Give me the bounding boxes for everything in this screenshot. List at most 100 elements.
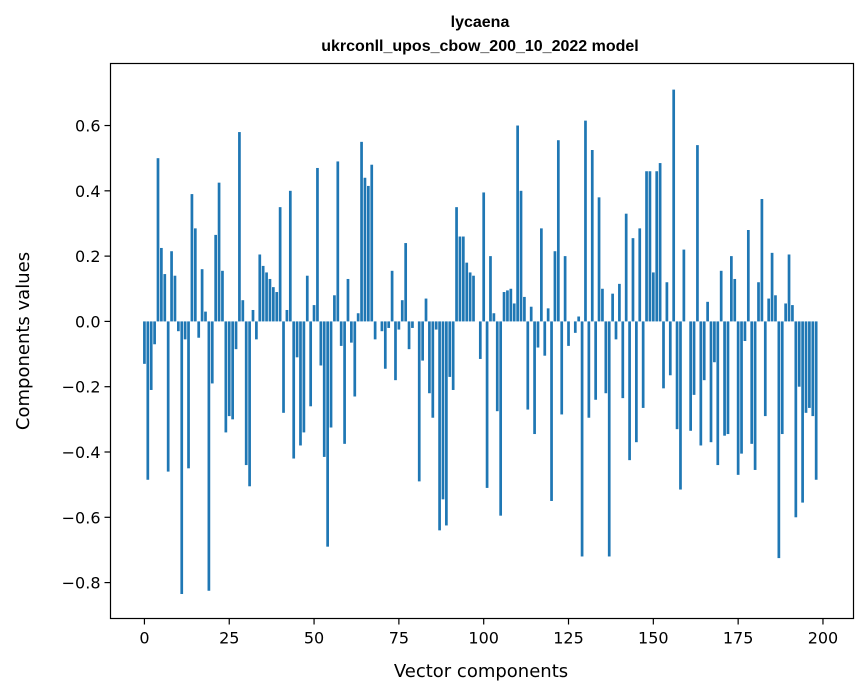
x-tick-label: 50 xyxy=(304,629,324,648)
bar-50 xyxy=(313,305,316,321)
bar-107 xyxy=(506,290,509,321)
bar-124 xyxy=(564,256,567,321)
bar-140 xyxy=(618,284,621,322)
bar-153 xyxy=(662,321,665,388)
bar-2 xyxy=(150,321,153,390)
x-tick-label: 125 xyxy=(553,629,584,648)
bar-23 xyxy=(221,271,224,322)
bar-15 xyxy=(194,228,197,321)
bar-196 xyxy=(808,321,811,408)
bar-166 xyxy=(706,302,709,322)
bar-37 xyxy=(269,279,272,321)
bar-184 xyxy=(767,299,770,322)
bar-12 xyxy=(184,321,187,339)
bar-58 xyxy=(340,321,343,345)
bar-52 xyxy=(319,321,322,365)
x-tick-label: 200 xyxy=(808,629,839,648)
bar-138 xyxy=(611,294,614,322)
y-tick-label: 0.4 xyxy=(75,182,100,201)
bar-120 xyxy=(550,321,553,501)
bar-148 xyxy=(645,171,648,321)
bar-77 xyxy=(404,243,407,321)
bar-33 xyxy=(255,321,258,339)
bar-147 xyxy=(642,321,645,408)
bar-26 xyxy=(231,321,234,419)
bar-167 xyxy=(710,321,713,442)
bar-57 xyxy=(336,161,339,321)
bar-43 xyxy=(289,191,292,322)
bar-157 xyxy=(676,321,679,429)
bar-170 xyxy=(720,271,723,322)
bar-94 xyxy=(462,237,465,322)
bar-108 xyxy=(509,289,512,322)
bar-78 xyxy=(408,321,411,349)
bar-10 xyxy=(177,321,180,331)
bar-105 xyxy=(499,321,502,515)
bar-134 xyxy=(598,197,601,321)
bar-17 xyxy=(201,269,204,321)
bar-122 xyxy=(557,140,560,321)
bar-55 xyxy=(330,321,333,427)
bar-45 xyxy=(296,321,299,357)
bar-38 xyxy=(272,287,275,321)
bar-13 xyxy=(187,321,190,468)
bar-162 xyxy=(693,321,696,394)
bar-104 xyxy=(496,321,499,411)
y-tick-label: 0.6 xyxy=(75,117,100,136)
bar-158 xyxy=(679,321,682,489)
bar-188 xyxy=(781,321,784,434)
bar-96 xyxy=(469,272,472,321)
y-tick-label: −0.8 xyxy=(62,574,101,593)
x-tick-label: 175 xyxy=(723,629,754,648)
bar-141 xyxy=(621,321,624,398)
bar-90 xyxy=(448,321,451,377)
bar-25 xyxy=(228,321,231,416)
bar-28 xyxy=(238,132,241,321)
bar-84 xyxy=(428,321,431,393)
bar-168 xyxy=(713,321,716,362)
bar-97 xyxy=(472,276,475,322)
x-tick-label: 0 xyxy=(139,629,149,648)
bar-152 xyxy=(659,163,662,321)
bar-74 xyxy=(394,321,397,380)
bar-76 xyxy=(401,300,404,321)
y-tick-label: −0.2 xyxy=(62,378,101,397)
bar-135 xyxy=(601,289,604,322)
bar-32 xyxy=(252,310,255,321)
bar-92 xyxy=(455,207,458,321)
bar-131 xyxy=(588,321,591,417)
bar-91 xyxy=(452,321,455,390)
bar-109 xyxy=(513,303,516,321)
bar-65 xyxy=(364,178,367,322)
bar-110 xyxy=(516,126,519,322)
bar-51 xyxy=(316,168,319,321)
bar-159 xyxy=(683,250,686,322)
bar-40 xyxy=(279,207,282,321)
bar-143 xyxy=(628,321,631,460)
bar-116 xyxy=(537,321,540,347)
x-tick-label: 25 xyxy=(219,629,239,648)
bar-86 xyxy=(435,321,438,329)
bar-198 xyxy=(815,321,818,479)
x-tick-label: 150 xyxy=(638,629,669,648)
bar-22 xyxy=(218,183,221,322)
bar-165 xyxy=(703,321,706,380)
y-tick-label: 0.0 xyxy=(75,312,100,331)
bar-60 xyxy=(347,279,350,321)
bar-117 xyxy=(540,228,543,321)
bar-129 xyxy=(581,321,584,556)
bar-187 xyxy=(778,321,781,558)
bar-127 xyxy=(574,321,577,332)
bar-16 xyxy=(197,321,200,337)
bar-63 xyxy=(357,313,360,321)
bar-79 xyxy=(411,321,414,328)
bar-145 xyxy=(635,321,638,442)
bar-41 xyxy=(282,321,285,412)
bar-39 xyxy=(275,292,278,321)
bar-156 xyxy=(672,90,675,322)
bar-125 xyxy=(567,321,570,345)
bar-121 xyxy=(554,251,557,321)
bar-128 xyxy=(577,317,580,322)
bar-149 xyxy=(649,171,652,321)
